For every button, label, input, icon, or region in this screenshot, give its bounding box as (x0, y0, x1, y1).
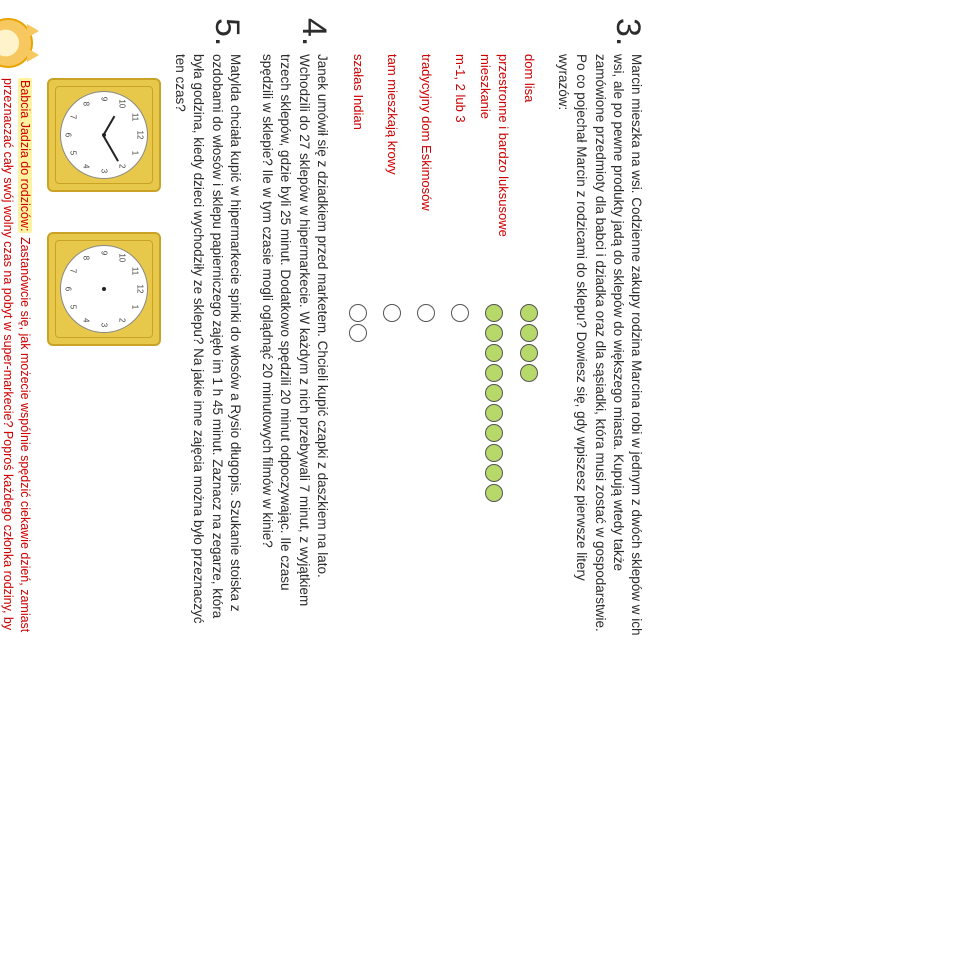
definition-label: m-1, 2 lub 3 (451, 54, 469, 304)
definition-label: szałas Indian (349, 54, 367, 304)
clock-center (102, 287, 106, 291)
clock-number: 10 (118, 99, 127, 108)
definition-label: tradycyjny dom Eskimosów (417, 54, 435, 304)
definition-row: m-1, 2 lub 3 (443, 54, 477, 638)
task-3-intro: Marcin mieszka na wsi. Codzienne zakupy … (554, 54, 645, 638)
definition-row: dom lisa (512, 54, 546, 638)
clock-number: 2 (118, 164, 127, 168)
letter-bar (383, 304, 401, 322)
task-5-number: 5. (171, 18, 244, 54)
letter-cell[interactable] (349, 304, 367, 322)
clock-number: 3 (100, 323, 109, 327)
letter-cell[interactable] (485, 364, 503, 382)
task-3: 3. Marcin mieszka na wsi. Codzienne zaku… (341, 18, 645, 638)
clock: 121234567891011 (47, 78, 161, 192)
task-3-number: 3. (341, 18, 645, 54)
clock-face[interactable]: 121234567891011 (60, 245, 148, 333)
letter-cell[interactable] (349, 324, 367, 342)
letter-cell[interactable] (417, 304, 435, 322)
letter-cell[interactable] (520, 304, 538, 322)
clock-number: 4 (82, 318, 91, 322)
grandma-icon (0, 18, 33, 68)
clock-number: 11 (131, 267, 140, 275)
definition-row: tradycyjny dom Eskimosów (409, 54, 443, 638)
letter-cell[interactable] (485, 424, 503, 442)
task-4: 4. Janek umówił się z dziadkiem przed ma… (258, 18, 331, 638)
clock-number: 12 (136, 285, 145, 294)
letter-cell[interactable] (520, 324, 538, 342)
minute-hand (103, 135, 119, 162)
clock-number: 5 (68, 305, 77, 309)
letter-cell[interactable] (485, 404, 503, 422)
letter-bar (451, 304, 469, 322)
letter-cell[interactable] (520, 364, 538, 382)
clock-number: 11 (131, 113, 140, 121)
task-5: 5. Matylda chciała kupić w hipermarkecie… (171, 18, 244, 638)
definition-row: szałas Indian (341, 54, 375, 638)
clock-center (102, 133, 106, 137)
clock-number: 6 (64, 133, 73, 137)
definition-label: tam mieszkają krowy (383, 54, 401, 304)
letter-bar (417, 304, 435, 322)
clock-number: 12 (136, 131, 145, 140)
letter-cell[interactable] (485, 324, 503, 342)
clock-number: 6 (64, 287, 73, 291)
letter-bar (485, 304, 503, 502)
clock-number: 10 (118, 253, 127, 262)
letter-cell[interactable] (451, 304, 469, 322)
clock: 121234567891011 (47, 232, 161, 346)
definition-row: tam mieszkają krowy (375, 54, 409, 638)
letter-cell[interactable] (485, 384, 503, 402)
letter-bar (349, 304, 367, 342)
footer-text: Babcia Jadzia do rodziców: Zastanówcie s… (0, 78, 33, 638)
task-3-definitions: dom lisa przestronne i bardzo luksusowe m… (341, 54, 546, 638)
definition-label: przestronne i bardzo luksusowe mieszkani… (477, 54, 512, 304)
clock-number: 9 (100, 97, 109, 101)
letter-cell[interactable] (485, 344, 503, 362)
letter-cell[interactable] (485, 304, 503, 322)
definition-label: dom lisa (520, 54, 538, 304)
footer-note: Babcia Jadzia do rodziców: Zastanówcie s… (0, 18, 33, 638)
letter-cell[interactable] (520, 344, 538, 362)
clock-number: 5 (68, 151, 77, 155)
clock-face[interactable]: 121234567891011 (60, 91, 148, 179)
letter-cell[interactable] (383, 304, 401, 322)
clock-number: 7 (68, 115, 77, 119)
clock-number: 4 (82, 164, 91, 168)
letter-cell[interactable] (485, 464, 503, 482)
letter-cell[interactable] (485, 444, 503, 462)
clock-number: 1 (131, 151, 140, 155)
task-5-text: Matylda chciała kupić w hipermarkecie sp… (171, 54, 244, 638)
letter-bar (520, 304, 538, 382)
clocks-row: 121234567891011121234567891011 (47, 78, 161, 638)
definition-row: przestronne i bardzo luksusowe mieszkani… (477, 54, 512, 638)
footer-lead: Babcia Jadzia do rodziców: (18, 78, 32, 233)
clock-number: 7 (68, 269, 77, 273)
clock-number: 3 (100, 169, 109, 173)
clock-number: 9 (100, 251, 109, 255)
letter-cell[interactable] (485, 484, 503, 502)
task-4-text: Janek umówił się z dziadkiem przed marke… (258, 54, 331, 638)
clock-number: 2 (118, 318, 127, 322)
clock-number: 1 (131, 305, 140, 309)
clock-number: 8 (82, 256, 91, 260)
task-4-number: 4. (258, 18, 331, 54)
clock-number: 8 (82, 102, 91, 106)
